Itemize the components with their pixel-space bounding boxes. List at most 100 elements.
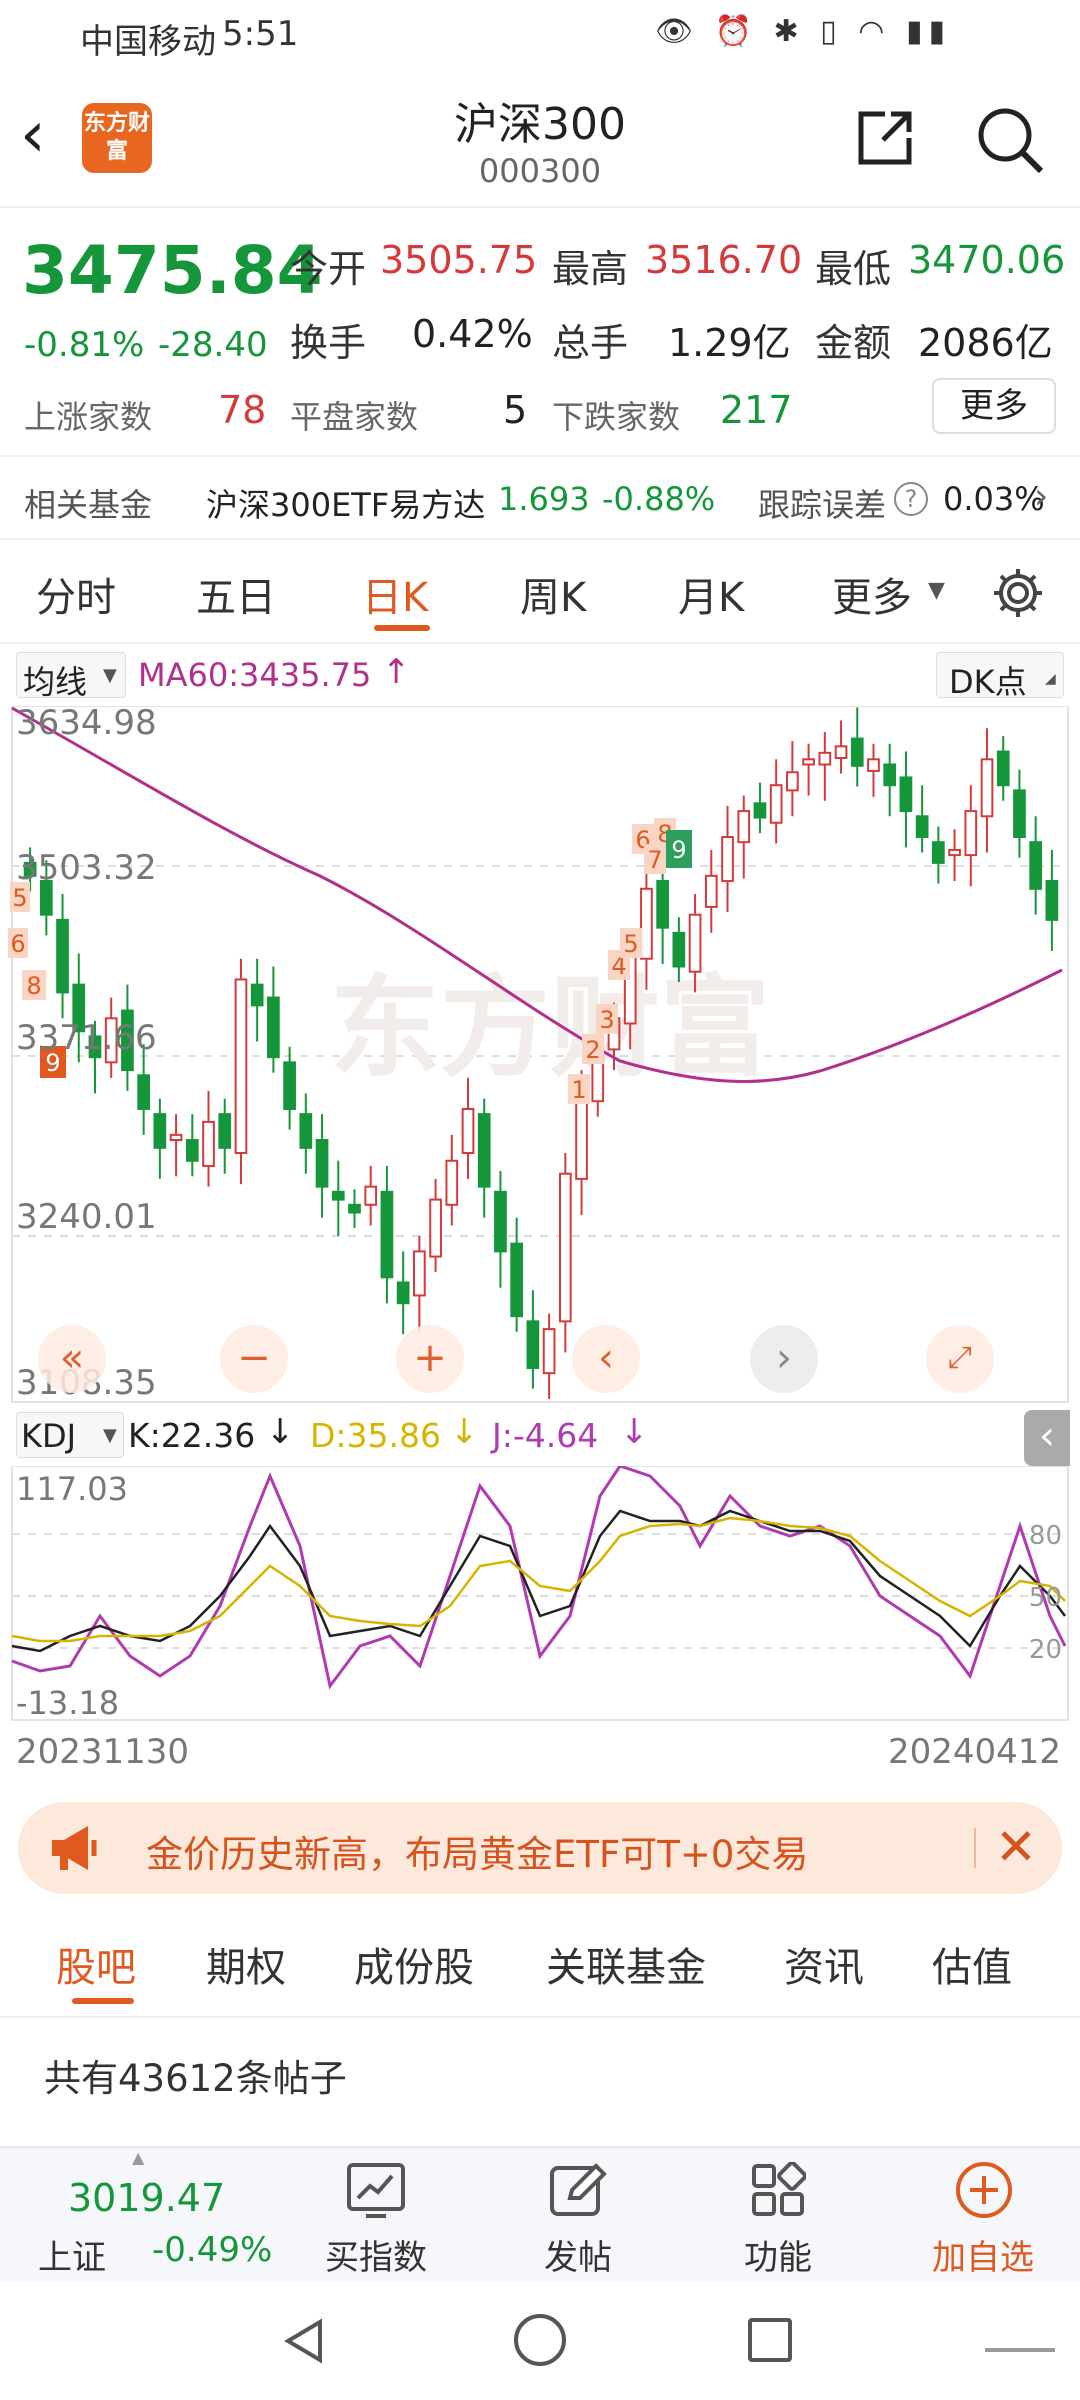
svg-text:5: 5 [12, 884, 27, 912]
add-watchlist-label: 加自选 [932, 2238, 1034, 2278]
tab-weekly-k[interactable]: 周K [520, 575, 587, 621]
system-recents-icon[interactable] [748, 2318, 792, 2362]
related-fund-row[interactable]: 相关基金 沪深300ETF易方达 1.693 -0.88% 跟踪误差 ? 0.0… [0, 458, 1080, 538]
tab-constituents[interactable]: 成份股 [354, 1945, 474, 1991]
ma-selector-label: 均线 [23, 663, 88, 701]
index-price[interactable]: 3019.47 [68, 2176, 226, 2220]
candle-body [413, 1250, 426, 1297]
buy-index-label: 买指数 [325, 2238, 427, 2278]
ma-selector[interactable]: 均线 ▼ [16, 652, 126, 701]
buy-index-button[interactable]: 买指数 [316, 2156, 436, 2278]
promo-text: 金价历史新高，布局黄金ETF可T+0交易 [146, 1833, 809, 1876]
candle-body [88, 1035, 102, 1059]
candle-body [575, 1095, 588, 1180]
tracking-error-value: 0.03% [943, 480, 1045, 518]
candle-body [510, 1242, 524, 1318]
tab-options[interactable]: 期权 [206, 1945, 286, 1991]
help-icon[interactable]: ? [894, 482, 928, 516]
svg-text:6: 6 [10, 930, 25, 958]
promo-banner[interactable]: 金价历史新高，布局黄金ETF可T+0交易 ✕ [18, 1802, 1062, 1894]
fullscreen-button[interactable]: ⤢ [926, 1325, 994, 1393]
tab-related-funds[interactable]: 关联基金 [546, 1945, 706, 1991]
candle-body [1029, 841, 1043, 890]
back-icon[interactable]: ‹ [20, 98, 46, 172]
volume-label: 总手 [552, 321, 629, 365]
add-watchlist-button[interactable]: 加自选 [918, 2156, 1048, 2278]
candle-body [802, 758, 815, 766]
candle-body [169, 1133, 183, 1142]
zoom-in-button[interactable]: + [396, 1325, 464, 1393]
megaphone-icon [44, 1818, 104, 1878]
watermark: 东方财富 [330, 964, 770, 1092]
active-tab-indicator [72, 1998, 134, 2004]
status-icons: 👁 ⏰ ✱ ▯ ◠ ▮▮ [655, 14, 951, 49]
kdj-j-line [11, 1466, 1067, 1690]
dk-point-button[interactable]: DK点 ◢ [936, 652, 1064, 701]
svg-text:7: 7 [647, 846, 662, 874]
amount-label: 金额 [815, 321, 892, 365]
kdj-k-value: K:22.36 [128, 1416, 256, 1455]
candle-body [948, 848, 961, 857]
scroll-left-fast-button[interactable]: « [38, 1325, 106, 1393]
function-button[interactable]: 功能 [718, 2156, 838, 2278]
candle-body [364, 1185, 378, 1206]
kdj-chart: 117.03 -13.18 80 50 20 [11, 1466, 1069, 1722]
candle-body [996, 750, 1010, 787]
candle-body [753, 802, 767, 819]
tab-valuation[interactable]: 估值 [932, 1945, 1012, 1991]
candle-body [429, 1198, 442, 1258]
candle-body [477, 1113, 491, 1188]
prev-button[interactable]: ‹ [572, 1325, 640, 1393]
function-label: 功能 [744, 2238, 812, 2278]
tab-intraday[interactable]: 分时 [36, 575, 116, 621]
tab-stock-forum[interactable]: 股吧 [56, 1945, 136, 1991]
arrow-up-icon: ↑ [382, 652, 411, 692]
candle-body [1013, 789, 1026, 839]
y-axis-label: 3371.66 [16, 1018, 157, 1058]
share-icon[interactable] [855, 108, 915, 168]
chart-icon [346, 2162, 406, 2218]
candle-body [56, 918, 69, 994]
candle-body [850, 737, 864, 767]
system-back-icon[interactable] [280, 2316, 330, 2366]
tab-five-day[interactable]: 五日 [196, 575, 276, 621]
search-icon[interactable] [975, 105, 1045, 175]
zoom-out-button[interactable]: − [220, 1325, 288, 1393]
tab-daily-k[interactable]: 日K [362, 575, 429, 621]
divider [0, 642, 1080, 644]
svg-text:1: 1 [571, 1076, 586, 1104]
candle-body [737, 810, 751, 844]
candle-body [153, 1113, 167, 1149]
tab-news[interactable]: 资讯 [784, 1945, 864, 1991]
candle-body [769, 784, 783, 824]
candle-body [445, 1159, 459, 1206]
candle-body [704, 874, 718, 908]
page-title: 沪深300 [454, 99, 626, 150]
kline-chart[interactable]: 东方财富 6 8 5 9 1 2 3 4 5 6 7 8 9 3634.98 3… [0, 706, 1080, 1406]
next-button[interactable]: › [750, 1325, 818, 1393]
kdj-axis-max: 117.03 [16, 1470, 128, 1508]
collapse-panel-button[interactable]: ‹ [1024, 1410, 1070, 1466]
close-icon[interactable]: ✕ [995, 1818, 1037, 1876]
ma60-value: MA60:3435.75 [138, 656, 372, 694]
candle-body [964, 810, 978, 857]
system-home-icon[interactable] [514, 2314, 566, 2366]
kdj-selector[interactable]: KDJ ▼ [16, 1412, 124, 1458]
start-date: 20231130 [16, 1732, 190, 1772]
post-button[interactable]: 发帖 [518, 2156, 638, 2278]
svg-text:5: 5 [623, 930, 638, 958]
dk-point-label: DK点 [949, 663, 1027, 701]
settings-icon[interactable] [990, 565, 1046, 621]
down-count-label: 下跌家数 [552, 398, 681, 436]
candle-body [218, 1113, 232, 1149]
turnover-label: 换手 [290, 321, 367, 365]
kdj-level-80: 80 [1029, 1521, 1062, 1551]
tab-more[interactable]: 更多 [832, 575, 912, 621]
app-logo: 东方财富 [82, 103, 152, 173]
kdj-k-line [11, 1509, 1066, 1653]
candle-body [672, 931, 686, 968]
more-button[interactable]: 更多 [932, 378, 1056, 434]
up-count-label: 上涨家数 [24, 398, 153, 436]
tab-monthly-k[interactable]: 月K [678, 575, 745, 621]
y-axis-label: 3240.01 [16, 1197, 157, 1237]
